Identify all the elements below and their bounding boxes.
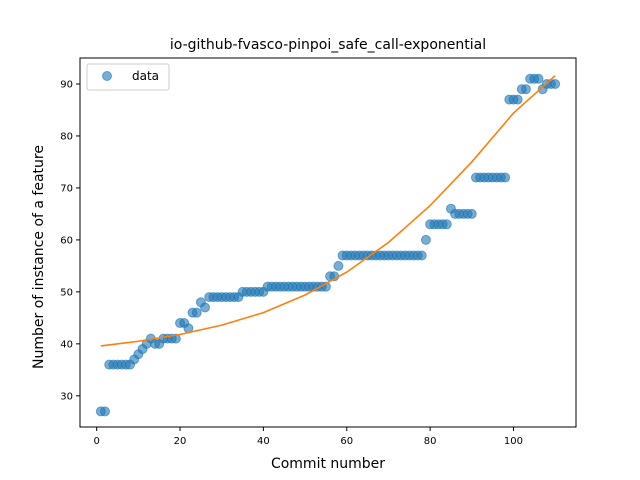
- x-axis: 0 20 40 60 80 100: [93, 427, 523, 447]
- legend: data: [86, 63, 170, 91]
- data-point: [200, 302, 211, 313]
- y-tick-label: 30: [60, 391, 73, 402]
- x-tick-label: 40: [257, 436, 270, 447]
- data-points: [95, 73, 561, 417]
- fit-layer: [100, 75, 556, 347]
- x-tick-label: 100: [504, 436, 523, 447]
- data-point: [466, 208, 477, 219]
- data-point: [191, 307, 202, 318]
- x-axis-label: Commit number: [271, 456, 385, 472]
- data-point: [170, 333, 181, 344]
- plot-frame: [79, 57, 577, 428]
- legend-frame: [86, 63, 170, 91]
- data-point: [416, 250, 427, 261]
- data-point: [500, 172, 511, 183]
- y-tick-label: 40: [60, 339, 73, 350]
- legend-label-data: data: [132, 69, 159, 83]
- y-tick-label: 90: [60, 79, 73, 90]
- data-point: [333, 260, 344, 271]
- legend-marker-data: [102, 71, 112, 81]
- data-point: [550, 78, 561, 89]
- y-tick-label: 50: [60, 287, 73, 298]
- data-point: [100, 406, 111, 417]
- y-axis: 30 40 50 60 70 80 90: [60, 79, 80, 402]
- fit-line: [100, 75, 556, 347]
- x-tick-label: 60: [340, 436, 353, 447]
- x-tick-label: 0: [93, 436, 99, 447]
- data-point: [420, 234, 431, 245]
- y-tick-label: 60: [60, 235, 73, 246]
- data-point: [441, 219, 452, 230]
- y-axis-label: Number of instance of a feature: [31, 145, 47, 369]
- y-tick-label: 70: [60, 183, 73, 194]
- chart-title: io-github-fvasco-pinpoi_safe_call-expone…: [170, 37, 486, 53]
- x-tick-label: 20: [174, 436, 187, 447]
- data-point: [533, 73, 544, 84]
- data-point: [520, 84, 531, 95]
- y-tick-label: 80: [60, 131, 73, 142]
- axes-frame: [79, 57, 577, 428]
- data-point: [512, 94, 523, 105]
- x-tick-label: 80: [424, 436, 437, 447]
